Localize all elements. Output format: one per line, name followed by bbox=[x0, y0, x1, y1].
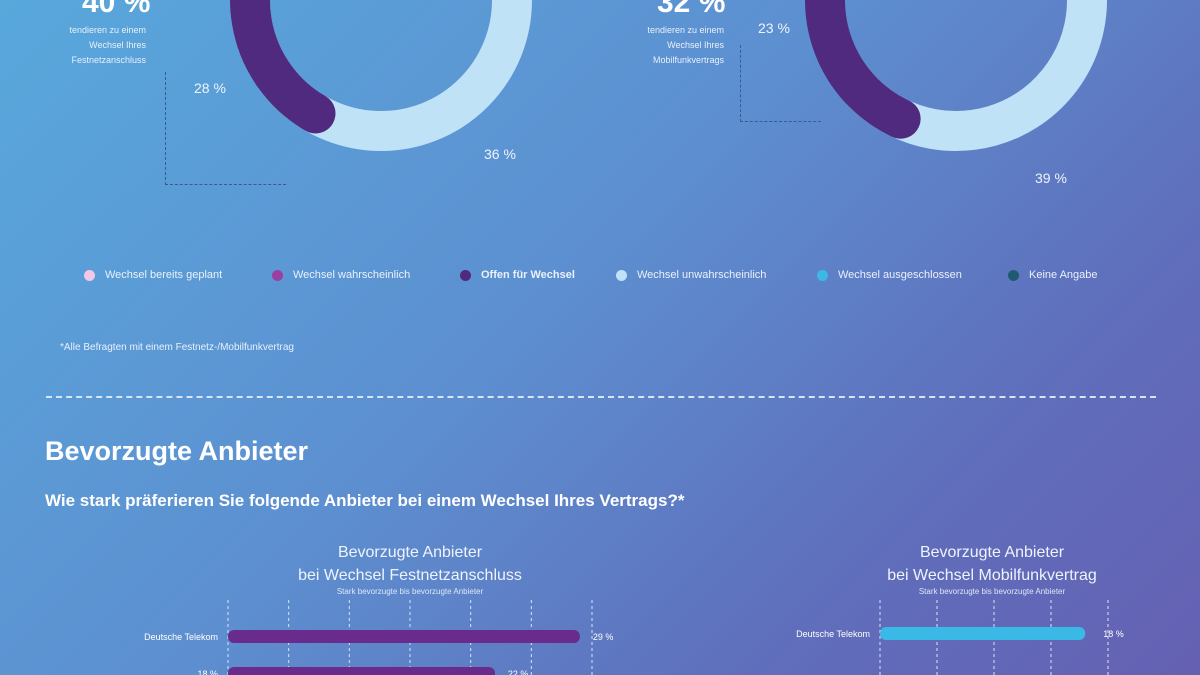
bar-right-chart: Deutsche Telekom 18 % bbox=[796, 600, 1124, 675]
legend-dot bbox=[817, 269, 828, 281]
bar-right-title-block: Bevorzugte Anbieter bei Wechsel Mobilfun… bbox=[850, 541, 1134, 596]
bar-left-title-block: Bevorzugte Anbieter bei Wechsel Festnetz… bbox=[228, 541, 592, 596]
legend-dot bbox=[460, 269, 471, 281]
legend-dot bbox=[84, 269, 95, 281]
section-title: Bevorzugte Anbieter bbox=[45, 436, 309, 466]
donut-left-headline: 40 % bbox=[82, 0, 151, 19]
section-divider bbox=[46, 396, 1156, 398]
bar bbox=[880, 627, 1086, 640]
bar-value-label: 22 % bbox=[508, 669, 529, 675]
legend-dot bbox=[272, 269, 283, 281]
legend-item: Wechsel ausgeschlossen bbox=[817, 269, 962, 281]
bar-left-subtitle: Stark bevorzugte bis bevorzugte Anbieter bbox=[336, 587, 484, 596]
bar-category-label: Deutsche Telekom bbox=[796, 629, 870, 639]
legend-item: Wechsel wahrscheinlich bbox=[272, 269, 410, 281]
legend-label: Wechsel wahrscheinlich bbox=[293, 269, 411, 281]
donut-right-label-light: 39 % bbox=[1035, 170, 1067, 186]
bar-right-subtitle: Stark bevorzugte bis bevorzugte Anbieter bbox=[918, 587, 1066, 596]
legend-dot bbox=[616, 269, 627, 281]
bar bbox=[228, 630, 580, 643]
donut-right-leader-line bbox=[740, 45, 821, 122]
donut-left-chart bbox=[230, 0, 532, 151]
legend-dot bbox=[1008, 269, 1019, 281]
donut-left-segment-purple bbox=[230, 0, 336, 134]
donut-left-label-light: 36 % bbox=[484, 146, 516, 162]
donut-right-chart bbox=[805, 0, 1107, 151]
bar bbox=[228, 667, 495, 675]
note-line: Mobilfunkvertrags bbox=[652, 55, 724, 65]
note-line: tendieren zu einem bbox=[69, 25, 146, 35]
section-question: Wie stark präferieren Sie folgende Anbie… bbox=[45, 491, 685, 510]
note-line: Wechsel Ihres bbox=[667, 40, 724, 50]
note-line: Festnetzanschluss bbox=[71, 55, 146, 65]
bar-value-label: 18 % bbox=[1103, 629, 1124, 639]
legend-label: Wechsel ausgeschlossen bbox=[838, 269, 962, 281]
donut-right-segment-purple bbox=[805, 0, 921, 139]
note-line: tendieren zu einem bbox=[647, 25, 724, 35]
bar-right-title-line: bei Wechsel Mobilfunkvertrag bbox=[887, 567, 1097, 584]
legend-label: Wechsel unwahrscheinlich bbox=[637, 269, 767, 281]
bar-category-label: 18 % bbox=[197, 669, 218, 675]
bar-category-label: Deutsche Telekom bbox=[144, 632, 218, 642]
legend-item: Offen für Wechsel bbox=[460, 269, 575, 281]
donut-right-headline: 32 % bbox=[657, 0, 726, 19]
legend-item: Wechsel bereits geplant bbox=[84, 269, 222, 281]
bar-left-chart: Deutsche Telekom 29 % 18 % 22 % bbox=[144, 600, 614, 675]
donut-right-note: tendieren zu einem Wechsel Ihres Mobilfu… bbox=[600, 23, 724, 68]
section-heading: Bevorzugte Anbieter bbox=[45, 436, 308, 467]
bar-value-label: 29 % bbox=[593, 632, 614, 642]
donut-left-label-purple: 28 % bbox=[194, 80, 226, 96]
donut-left-note: tendieren zu einem Wechsel Ihres Festnet… bbox=[20, 23, 146, 68]
donut-right-label-purple: 23 % bbox=[758, 20, 790, 36]
legend-label: Keine Angabe bbox=[1029, 269, 1098, 281]
footnote: *Alle Befragten mit einem Festnetz-/Mobi… bbox=[60, 342, 294, 353]
bar-left-title-line: Bevorzugte Anbieter bbox=[337, 544, 483, 561]
legend-label: Offen für Wechsel bbox=[481, 269, 575, 281]
bar-right-title-line: Bevorzugte Anbieter bbox=[919, 544, 1065, 561]
donut-left-leader-line bbox=[165, 72, 286, 185]
note-line: Wechsel Ihres bbox=[89, 40, 146, 50]
legend-item: Wechsel unwahrscheinlich bbox=[616, 269, 766, 281]
legend-label: Wechsel bereits geplant bbox=[105, 269, 223, 281]
bar-left-title-line: bei Wechsel Festnetzanschluss bbox=[298, 567, 522, 584]
legend-item: Keine Angabe bbox=[1008, 269, 1098, 281]
donut-left-segment-light bbox=[230, 0, 532, 151]
